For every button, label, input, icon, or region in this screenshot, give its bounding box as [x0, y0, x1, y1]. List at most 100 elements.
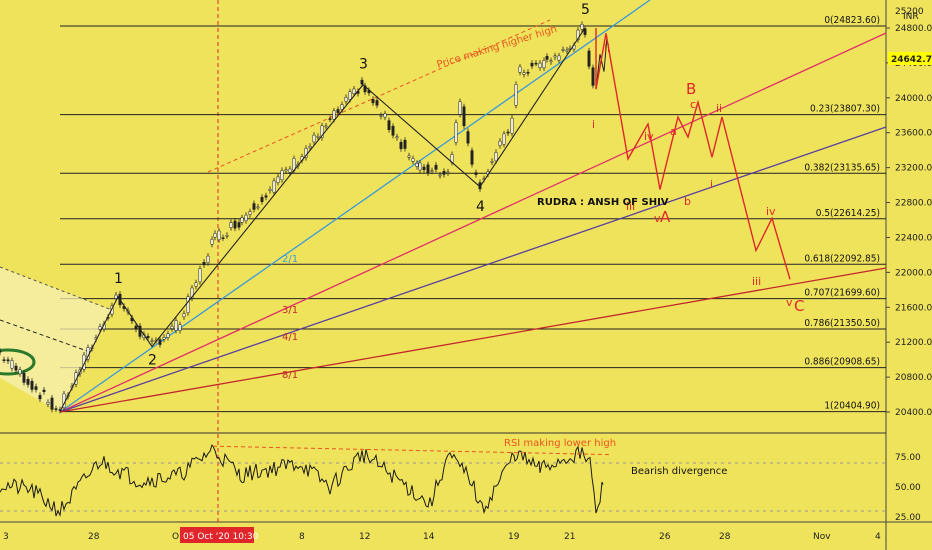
time-tick-label: 12	[359, 532, 370, 542]
candle-body	[268, 189, 272, 191]
candle-body	[379, 115, 383, 117]
channel-mid	[0, 319, 91, 353]
candle-body	[415, 163, 419, 167]
gann-4x1-line	[59, 126, 887, 413]
candle-body	[260, 196, 264, 202]
subwave-label: iv	[766, 205, 776, 218]
candle-body	[538, 62, 542, 68]
wave-label-3: 3	[359, 57, 368, 73]
subwave-label: i	[710, 178, 713, 191]
candle-body	[237, 222, 241, 228]
candle-body	[399, 142, 403, 150]
wave-label-2: 2	[148, 353, 157, 369]
time-tick-label: 28	[88, 532, 100, 542]
candle-body	[202, 262, 206, 266]
candle-body	[229, 222, 233, 228]
candle-body	[494, 152, 498, 162]
gann-2x1-line	[59, 0, 651, 413]
higher-high-trendline	[207, 19, 551, 173]
candle-body	[114, 294, 118, 299]
candle-body	[411, 158, 415, 162]
price-tick-label: 23200.00	[895, 164, 932, 174]
current-price-value: 24642.70	[891, 55, 932, 65]
candle-body	[462, 106, 466, 127]
candle-body	[510, 117, 514, 134]
candle-body	[252, 203, 256, 210]
price-tick-label: 22800.00	[895, 199, 932, 209]
candle-body	[54, 408, 58, 410]
candle-body	[248, 211, 252, 215]
candle-body	[6, 359, 10, 362]
candle-body	[340, 104, 344, 110]
candle-body	[514, 84, 518, 106]
rsi-panel: 75.00 50.00 25.00	[0, 444, 921, 523]
candle-body	[407, 155, 411, 158]
candle-body	[272, 180, 276, 193]
candle-body	[336, 109, 340, 114]
candle-body	[304, 148, 308, 158]
candle-body	[194, 282, 198, 287]
fib-level-label: 0.886(20908.65)	[804, 357, 880, 368]
candle-body	[446, 171, 450, 174]
candle-body	[466, 131, 470, 144]
candle-body	[426, 164, 430, 174]
candle-body	[332, 110, 336, 120]
candle-body	[14, 365, 18, 371]
time-tick-label: 28	[719, 532, 731, 542]
subwave-label: iii	[626, 200, 635, 213]
subwave-label: b	[684, 195, 691, 208]
candle-body	[387, 120, 391, 130]
candle-body	[280, 170, 284, 180]
subwave-label: v	[654, 212, 661, 225]
candle-body	[210, 239, 214, 245]
candle-body	[534, 62, 538, 65]
author-label: RUDRA : ANSH OF SHIV	[537, 197, 669, 208]
candle-body	[422, 166, 426, 171]
candle-body	[360, 79, 364, 85]
subwave-label: iv	[644, 130, 654, 143]
price-tick-label: 23600.00	[895, 129, 932, 139]
candle-body	[18, 369, 22, 375]
candle-body	[50, 397, 54, 410]
candle-body	[434, 164, 438, 170]
candle-body	[46, 401, 50, 405]
time-tick-label: 19	[508, 532, 520, 542]
candle-body	[186, 296, 190, 314]
rsi-lower-high-annotation: RSI making lower high	[504, 438, 616, 449]
candle-body	[454, 122, 458, 143]
candle-body	[217, 230, 221, 240]
currency-label: INR	[903, 12, 919, 22]
candle-body	[430, 170, 434, 172]
candle-body	[576, 29, 580, 40]
rsi-tick-label: 75.00	[895, 453, 921, 463]
candle-body	[591, 67, 595, 86]
price-series	[0, 21, 608, 414]
time-highlight-tag	[180, 527, 254, 543]
subwave-label: v	[786, 296, 793, 309]
fib-level-label: 0.382(23135.65)	[804, 162, 880, 173]
subwave-label: ii	[604, 42, 610, 55]
subwave-label: ii	[716, 102, 722, 115]
impulse-wave-line	[59, 27, 586, 412]
candle-body	[542, 60, 546, 69]
candle-body	[580, 24, 584, 30]
candle-body	[403, 139, 407, 149]
price-tick-label: 22400.00	[895, 233, 932, 243]
candle-body	[233, 220, 237, 229]
rsi-tick-label: 50.00	[895, 483, 921, 493]
candle-body	[474, 172, 478, 175]
price-tick-label: 21200.00	[895, 338, 932, 348]
gann-label: 2/1	[282, 254, 298, 265]
candle-body	[320, 125, 324, 138]
candle-body	[438, 174, 442, 177]
trend-lines	[0, 0, 887, 413]
fib-level-label: 0.786(21350.50)	[804, 318, 880, 329]
candle-body	[526, 71, 530, 74]
candle-body	[545, 55, 549, 60]
candle-body	[146, 336, 150, 339]
candle-body	[276, 176, 280, 183]
gann-label: 3/1	[282, 305, 298, 316]
gann-label: 4/1	[282, 332, 298, 343]
candle-body	[225, 235, 229, 237]
